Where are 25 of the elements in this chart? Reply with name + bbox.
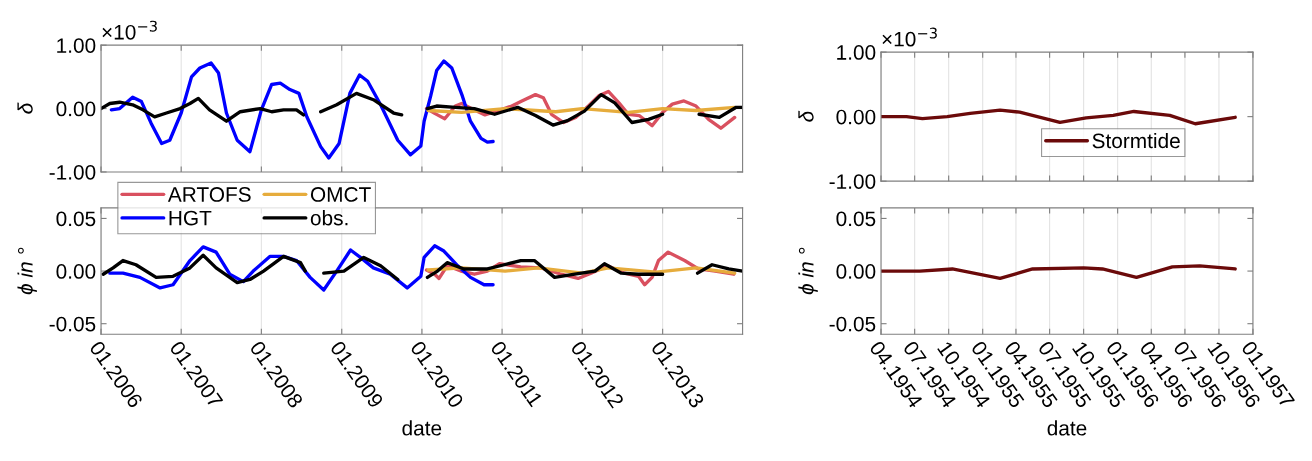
y-tick-label: 0.00 (56, 264, 96, 279)
x-axis-title: date (1047, 420, 1087, 436)
legend-label: Stormtide (1092, 132, 1180, 149)
y-tick-label: -1.00 (829, 174, 876, 189)
y-tick-label: 0.00 (56, 101, 96, 117)
y-tick-label: 0.05 (836, 211, 876, 227)
legend-label: HGT (169, 210, 212, 226)
y-tick-label: 1.00 (57, 38, 96, 53)
y-axis-title: δ (17, 102, 33, 114)
y-tick-label: -0.05 (49, 316, 96, 332)
text: ×10$^{−3}$ (102, 20, 157, 40)
y-axis-title: ϕ in ° (798, 247, 818, 295)
y-tick-label: 0.00 (836, 264, 876, 279)
y-tick-label: -0.05 (829, 316, 876, 332)
y-tick-label: 1.00 (837, 45, 876, 60)
y-axis-title: δ (798, 110, 814, 122)
y-tick-label: 0.05 (56, 211, 96, 227)
y-tick-label: 0.00 (836, 109, 876, 125)
legend-label: ARTOFS (167, 187, 251, 202)
legend-label: obs. (310, 210, 348, 226)
legend-label: OMCT (310, 187, 371, 202)
y-axis-title: ϕ in ° (17, 247, 37, 295)
x-axis-title: date (402, 420, 442, 436)
text: ×10$^{−3}$ (882, 27, 937, 47)
y-tick-label: -1.00 (49, 164, 96, 180)
